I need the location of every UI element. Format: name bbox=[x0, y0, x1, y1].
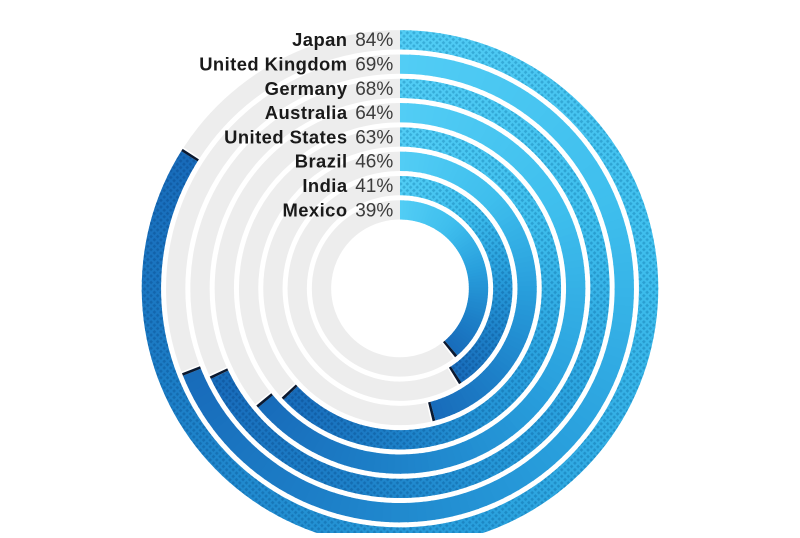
svg-text:India: India bbox=[302, 175, 347, 196]
svg-text:84%: 84% bbox=[355, 30, 393, 51]
svg-text:64%: 64% bbox=[355, 103, 393, 124]
svg-text:Brazil: Brazil bbox=[295, 151, 348, 172]
svg-text:63%: 63% bbox=[355, 127, 393, 148]
svg-text:69%: 69% bbox=[355, 55, 393, 76]
svg-text:United States: United States bbox=[224, 126, 347, 147]
svg-text:Japan: Japan bbox=[292, 29, 347, 50]
svg-text:Germany: Germany bbox=[265, 78, 348, 99]
svg-text:41%: 41% bbox=[355, 176, 393, 197]
svg-text:68%: 68% bbox=[355, 79, 393, 100]
svg-text:Australia: Australia bbox=[265, 102, 348, 123]
svg-text:46%: 46% bbox=[355, 152, 393, 173]
svg-text:United Kingdom: United Kingdom bbox=[199, 54, 347, 75]
svg-text:Mexico: Mexico bbox=[282, 199, 347, 220]
svg-text:39%: 39% bbox=[355, 200, 393, 221]
